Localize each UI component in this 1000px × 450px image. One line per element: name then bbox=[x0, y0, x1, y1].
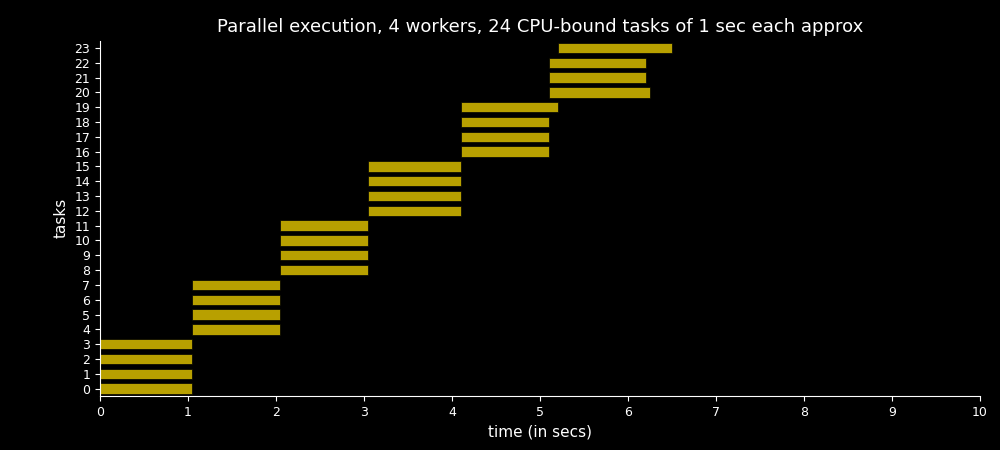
Bar bbox=[461, 102, 558, 112]
Bar bbox=[100, 339, 192, 349]
Bar bbox=[280, 265, 368, 275]
Title: Parallel execution, 4 workers, 24 CPU-bound tasks of 1 sec each approx: Parallel execution, 4 workers, 24 CPU-bo… bbox=[217, 18, 863, 36]
Bar bbox=[100, 369, 192, 379]
Bar bbox=[461, 117, 549, 127]
Bar bbox=[368, 176, 461, 186]
Bar bbox=[368, 161, 461, 171]
Bar bbox=[192, 324, 280, 334]
Bar bbox=[280, 220, 368, 231]
Bar bbox=[549, 58, 646, 68]
Bar bbox=[280, 235, 368, 246]
Y-axis label: tasks: tasks bbox=[54, 198, 69, 238]
Bar bbox=[368, 191, 461, 201]
Bar bbox=[100, 383, 192, 394]
X-axis label: time (in secs): time (in secs) bbox=[488, 424, 592, 439]
Bar bbox=[368, 206, 461, 216]
Bar bbox=[558, 43, 672, 53]
Bar bbox=[192, 280, 280, 290]
Bar bbox=[192, 295, 280, 305]
Bar bbox=[461, 146, 549, 157]
Bar bbox=[549, 87, 650, 98]
Bar bbox=[461, 131, 549, 142]
Bar bbox=[280, 250, 368, 261]
Bar bbox=[100, 354, 192, 364]
Bar bbox=[549, 72, 646, 83]
Bar bbox=[192, 309, 280, 320]
